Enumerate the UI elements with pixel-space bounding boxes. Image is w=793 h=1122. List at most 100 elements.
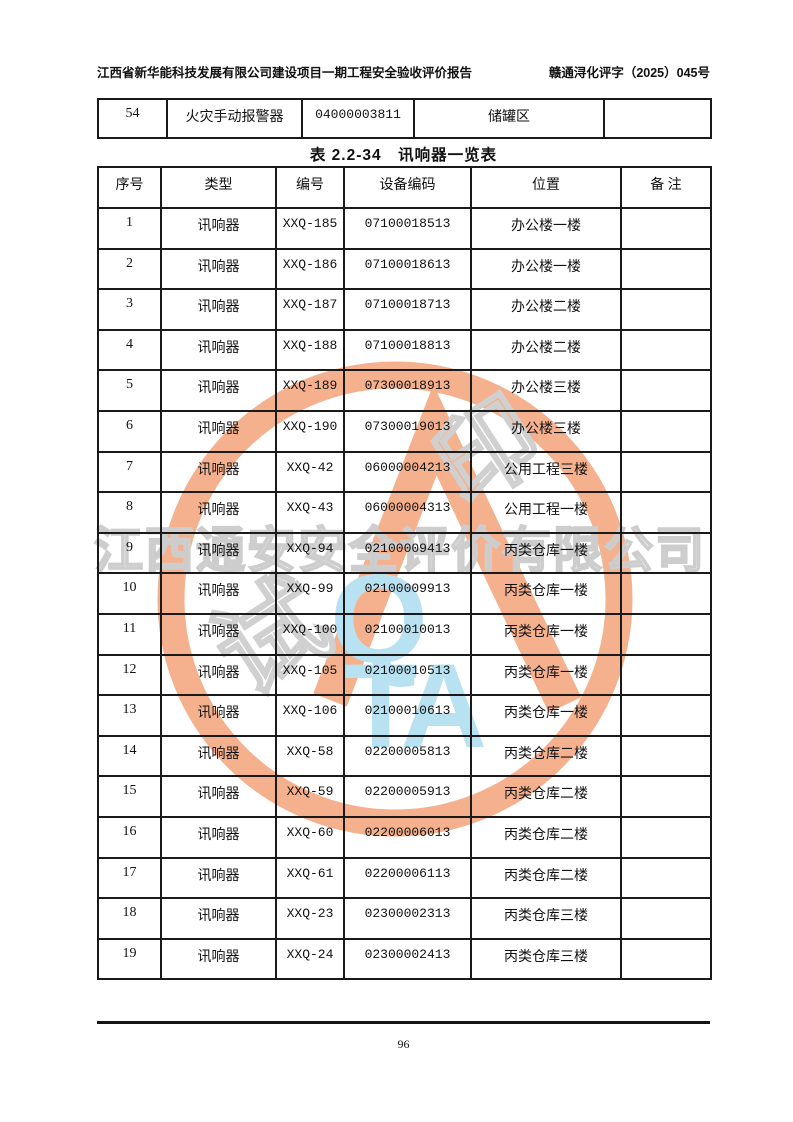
cell-seq: 54	[97, 98, 168, 139]
cell-type: 讯响器	[160, 775, 277, 818]
table-row: 19 讯响器 XXQ-24 02300002413 丙类仓库三楼	[97, 937, 712, 981]
cell-id: XXQ-61	[275, 856, 345, 900]
cell-note	[620, 247, 712, 291]
cell-note	[620, 369, 712, 412]
cell-seq: 9	[97, 531, 162, 575]
cell-type: 讯响器	[160, 612, 277, 656]
cell-note	[620, 694, 712, 737]
table-row: 17 讯响器 XXQ-61 02200006113 丙类仓库二楼	[97, 856, 712, 900]
cell-device-code: 02200005813	[343, 734, 472, 778]
cell-id: XXQ-185	[275, 207, 345, 250]
annunciator-table: 序号 类型 编号 设备编码 位置 备 注 1 讯响器 XXQ-185 07100018…	[97, 166, 712, 981]
cell-location: 办公楼二楼	[470, 328, 622, 372]
cell-id: XXQ-106	[275, 694, 345, 737]
cell-type: 讯响器	[160, 450, 277, 494]
header-report-title: 江西省新华能科技发展有限公司建设项目一期工程安全验收评价报告	[97, 66, 473, 80]
cell-seq: 17	[97, 856, 162, 900]
cell-type: 讯响器	[160, 328, 277, 372]
table-row: 8 讯响器 XXQ-43 06000004313 公用工程一楼	[97, 491, 712, 534]
cell-type: 讯响器	[160, 247, 277, 291]
cell-type: 讯响器	[160, 369, 277, 412]
cell-device-code: 04000003811	[301, 98, 415, 139]
cell-id: XXQ-100	[275, 612, 345, 656]
cell-note	[620, 612, 712, 656]
cell-note	[620, 653, 712, 697]
cell-id: XXQ-58	[275, 734, 345, 778]
cell-device-code: 07100018513	[343, 207, 472, 250]
cell-type: 火灾手动报警器	[166, 98, 303, 139]
cell-type: 讯响器	[160, 694, 277, 737]
table-row: 9 讯响器 XXQ-94 02100009413 丙类仓库一楼	[97, 531, 712, 575]
cell-id: XXQ-60	[275, 815, 345, 859]
table-row: 11 讯响器 XXQ-100 02100010013 丙类仓库一楼	[97, 612, 712, 656]
cell-seq: 18	[97, 897, 162, 940]
table-row: 4 讯响器 XXQ-188 07100018813 办公楼二楼	[97, 328, 712, 372]
table-row: 15 讯响器 XXQ-59 02200005913 丙类仓库二楼	[97, 775, 712, 818]
cell-seq: 11	[97, 612, 162, 656]
cell-note	[620, 531, 712, 575]
cell-id: XXQ-105	[275, 653, 345, 697]
cell-location: 办公楼三楼	[470, 409, 622, 453]
cell-note	[620, 207, 712, 250]
cell-seq: 5	[97, 369, 162, 412]
cell-location: 办公楼三楼	[470, 369, 622, 412]
cell-device-code: 02100010013	[343, 612, 472, 656]
cell-type: 讯响器	[160, 897, 277, 940]
cell-location: 丙类仓库一楼	[470, 531, 622, 575]
cell-location: 储罐区	[413, 98, 605, 139]
cell-seq: 1	[97, 207, 162, 250]
cell-seq: 2	[97, 247, 162, 291]
table-row: 6 讯响器 XXQ-190 07300019013 办公楼三楼	[97, 409, 712, 453]
carryover-table: 54 火灾手动报警器 04000003811 储罐区	[97, 98, 712, 139]
cell-location: 办公楼一楼	[470, 207, 622, 250]
cell-note	[603, 98, 712, 139]
cell-id: XXQ-42	[275, 450, 345, 494]
cell-location: 丙类仓库一楼	[470, 612, 622, 656]
cell-location: 公用工程一楼	[470, 491, 622, 534]
cell-type: 讯响器	[160, 856, 277, 900]
page-header: 江西省新华能科技发展有限公司建设项目一期工程安全验收评价报告 赣通浔化评字（20…	[97, 62, 710, 81]
cell-location: 丙类仓库一楼	[470, 572, 622, 615]
cell-location: 丙类仓库三楼	[470, 897, 622, 940]
cell-type: 讯响器	[160, 937, 277, 981]
cell-location: 丙类仓库二楼	[470, 775, 622, 818]
cell-type: 讯响器	[160, 207, 277, 250]
cell-location: 办公楼一楼	[470, 247, 622, 291]
cell-device-code: 07100018713	[343, 288, 472, 331]
table-body: 1 讯响器 XXQ-185 07100018513 办公楼一楼 2 讯响器 XXQ-186 07…	[97, 207, 712, 981]
cell-id: XXQ-189	[275, 369, 345, 412]
cell-location: 丙类仓库二楼	[470, 856, 622, 900]
cell-type: 讯响器	[160, 815, 277, 859]
cell-note	[620, 409, 712, 453]
cell-device-code: 02200005913	[343, 775, 472, 818]
cell-type: 讯响器	[160, 531, 277, 575]
cell-seq: 15	[97, 775, 162, 818]
cell-id: XXQ-186	[275, 247, 345, 291]
table-row: 54 火灾手动报警器 04000003811 储罐区	[97, 98, 712, 139]
table-row: 13 讯响器 XXQ-106 02100010613 丙类仓库一楼	[97, 694, 712, 737]
col-header-id: 编号	[275, 166, 345, 209]
cell-id: XXQ-43	[275, 491, 345, 534]
cell-seq: 12	[97, 653, 162, 697]
col-header-note: 备 注	[620, 166, 712, 209]
cell-seq: 16	[97, 815, 162, 859]
cell-type: 讯响器	[160, 572, 277, 615]
cell-location: 丙类仓库二楼	[470, 734, 622, 778]
cell-location: 丙类仓库一楼	[470, 694, 622, 737]
cell-seq: 7	[97, 450, 162, 494]
cell-device-code: 02100009913	[343, 572, 472, 615]
table-row: 18 讯响器 XXQ-23 02300002313 丙类仓库三楼	[97, 897, 712, 940]
cell-id: XXQ-187	[275, 288, 345, 331]
cell-device-code: 02200006113	[343, 856, 472, 900]
cell-device-code: 06000004313	[343, 491, 472, 534]
cell-type: 讯响器	[160, 409, 277, 453]
cell-location: 丙类仓库三楼	[470, 937, 622, 981]
footer-rule	[97, 1021, 710, 1024]
table-row: 16 讯响器 XXQ-60 02200006013 丙类仓库二楼	[97, 815, 712, 859]
table-row: 2 讯响器 XXQ-186 07100018613 办公楼一楼	[97, 247, 712, 291]
cell-device-code: 06000004213	[343, 450, 472, 494]
cell-note	[620, 491, 712, 534]
cell-seq: 14	[97, 734, 162, 778]
cell-device-code: 02100009413	[343, 531, 472, 575]
cell-note	[620, 734, 712, 778]
